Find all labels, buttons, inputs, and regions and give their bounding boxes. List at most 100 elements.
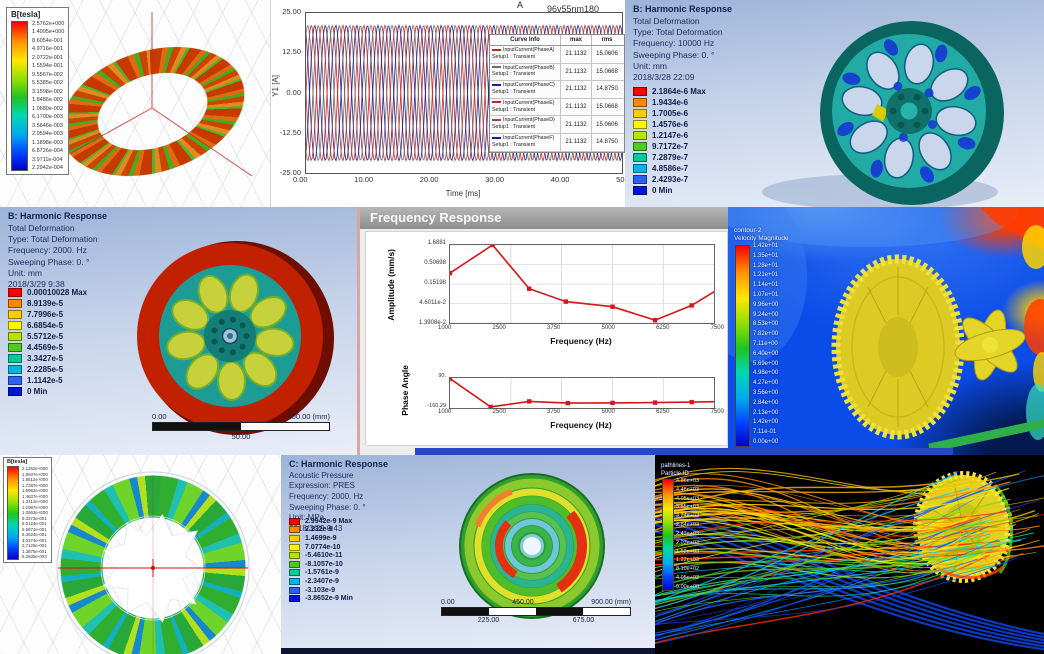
colorbar-value: 9.96e+00 xyxy=(753,301,779,308)
annotation-line: Frequency: 10000 Hz xyxy=(633,38,715,49)
colorbar-value: 1.4095e+000 xyxy=(32,29,65,36)
colorbar-value: 1.42e+01 xyxy=(753,243,779,249)
legend-value: 2.232e-9 xyxy=(305,526,333,534)
curve-setup: Setup1 : Transient xyxy=(492,141,535,148)
tick-label: -12.50 xyxy=(279,127,301,137)
annotation-line: Sweeping Phase: 0. ° xyxy=(289,502,366,512)
colorbar-value: 2.1262e+000 xyxy=(22,466,48,471)
tick-label: 30.00 xyxy=(485,175,505,184)
streamlines xyxy=(655,467,1044,651)
amplitude-axis-label: Amplitude (mm/s) xyxy=(386,249,396,321)
legend-row: 0.00010028 Max xyxy=(8,287,87,298)
legend-value: -3.8652e-9 Min xyxy=(305,595,353,603)
amplitude-curve xyxy=(450,245,714,323)
colorbar-value: 4.46e+03 xyxy=(676,486,700,493)
curve-color-dash xyxy=(492,101,501,104)
annotation-line: Sweeping Phase: 0. ° xyxy=(633,49,715,60)
legend-row: 1.1142e-5 xyxy=(8,375,87,386)
colorbar-value: 5.3624e-001 xyxy=(22,532,47,537)
plot-corner-label: A xyxy=(517,0,524,10)
tick-label: 7500 xyxy=(710,409,724,415)
annotation-line: Unit: MPa xyxy=(289,513,325,523)
legend-value: 3.3427e-5 xyxy=(27,354,64,363)
result-legend: 2.1864e-6 Max 1.9434e-6 1.7005e-6 1.4576e-6… xyxy=(633,86,706,196)
legend-row: -2.3407e-9 xyxy=(289,577,353,586)
colorbar-value: 1.9937e+000 xyxy=(22,471,48,477)
cfd-colorbar-values: 1.42e+01 1.35e+01 1.28e+01 1.21e+01 1.14e+01… xyxy=(753,243,778,445)
tick-label: 1000 xyxy=(438,409,452,415)
legend-color-swatch xyxy=(289,534,300,542)
colorbar-value: 6.1700e-003 xyxy=(32,114,63,121)
legend-color-swatch xyxy=(633,186,647,195)
legend-row: 1.9434e-6 xyxy=(633,97,706,108)
phase-plot xyxy=(449,377,715,409)
legend-color-swatch xyxy=(289,552,300,560)
ruler-min: 0.00 xyxy=(441,599,455,606)
colorbar-value: 2.0722e-001 xyxy=(32,54,63,61)
panel-streamlines: pathlines-1 Particle ID 4.86e+03 4.46e+03… xyxy=(655,455,1044,654)
curve-rms: 14.8750 xyxy=(591,81,622,98)
legend-color-swatch xyxy=(8,343,22,352)
legend-color-swatch xyxy=(8,321,22,330)
legend-color-swatch xyxy=(633,109,647,118)
tick-label: 5000 xyxy=(601,325,615,331)
ruler-mid: 50.00 xyxy=(231,432,251,441)
colorbar-value: 2.7125e-001 xyxy=(22,543,47,548)
legend-row: 6.6854e-5 xyxy=(8,320,87,331)
curve-color-dash xyxy=(492,48,501,51)
legend-color-swatch xyxy=(289,577,300,585)
amplitude-plot xyxy=(449,244,715,324)
annotation-line: 2018/3/29 9:43 xyxy=(289,523,343,533)
tick-label: 0.50698 xyxy=(424,260,446,266)
curve-max: 21.1132 xyxy=(560,98,591,116)
legend-row: 4.8586e-7 xyxy=(633,163,706,174)
panel-maxwell-ring: B[tesla] 2.1262e+000 1.9937e+000 1.8612e+0… xyxy=(0,455,281,654)
legend-value: 6.6854e-5 xyxy=(27,321,64,330)
legend-value: 2.4293e-7 xyxy=(652,175,689,184)
panel-harmonic-10000: B: Harmonic Response Total Deformation Typ… xyxy=(625,0,1044,207)
curve-rms: 15.0668 xyxy=(591,98,622,116)
legend-value: 1.9434e-6 xyxy=(652,98,689,107)
wheel-model xyxy=(762,21,1004,207)
phase-x-label: Frequency (Hz) xyxy=(550,420,612,430)
colorbar-value: 9.24e+00 xyxy=(753,311,779,318)
legend-row: 5.5712e-5 xyxy=(8,331,87,342)
colorbar xyxy=(11,21,28,171)
legend-color-swatch xyxy=(289,586,300,594)
legend-row: 7.0774e-10 xyxy=(289,543,353,552)
curve-legend-row: InputCurrent(PhaseB) Setup1 : Transient 21… xyxy=(490,63,624,82)
result-annotation: B: Harmonic Response Total Deformation Typ… xyxy=(8,211,107,290)
legend-row: -3.8652e-9 Min xyxy=(289,594,353,603)
curve-legend: Curve Info max rms InputCurrent(PhaseA) Set… xyxy=(489,34,625,153)
annotation-line: Frequency: 2000. Hz xyxy=(8,245,87,256)
colorbar-value: 3.5646e-003 xyxy=(32,122,63,129)
legend-value: 0.00010028 Max xyxy=(27,288,88,297)
legend-color-swatch xyxy=(289,526,300,534)
colorbar-value: 1.4637e+000 xyxy=(22,493,48,499)
legend-color-swatch xyxy=(289,517,300,525)
curve-max: 21.1132 xyxy=(560,46,591,63)
tick-label: 1.6881 xyxy=(427,240,446,246)
header-curve-info: Curve Info xyxy=(510,37,540,43)
colorbar-value: 1.5962e+000 xyxy=(22,488,48,493)
curve-rms: 15.0606 xyxy=(591,46,622,63)
tick-label: 20.00 xyxy=(419,175,439,184)
tick-label: 0.15198 xyxy=(424,280,446,286)
tick-label: 10.00 xyxy=(354,175,374,184)
colorbar-value: 9.3373e-001 xyxy=(22,515,47,521)
colorbar-value: 7.11e+00 xyxy=(753,340,778,347)
tick-label: 40.00 xyxy=(550,175,570,184)
legend-value: 4.4569e-5 xyxy=(27,343,64,352)
legend-row: -8.1057e-10 xyxy=(289,560,353,569)
x-axis-ticks: 0.00 10.00 20.00 30.00 40.00 50.00 xyxy=(293,175,626,184)
tick-label: 50.00 xyxy=(616,175,626,184)
pathlines-variable: Particle ID xyxy=(661,470,689,477)
colorbar-value: 4.86e+03 xyxy=(676,478,700,484)
cfd-legend-title: contour-2 Velocity Magnitude xyxy=(734,227,789,243)
ruler-q1: 225.00 xyxy=(477,617,500,624)
curve-rms: 15.0668 xyxy=(591,63,622,81)
annotation-line: Sweeping Phase: 0. ° xyxy=(8,256,90,267)
field-legend: B[tesla] 2.1262e+000 1.9937e+000 1.8612e+0… xyxy=(3,457,52,563)
legend-row: 1.7005e-6 xyxy=(633,108,706,119)
curve-setup: Setup1 : Transient xyxy=(492,106,535,113)
